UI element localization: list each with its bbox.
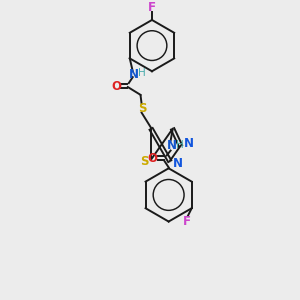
Text: F: F [148, 1, 156, 13]
Text: N: N [183, 137, 194, 150]
Text: N: N [167, 139, 177, 152]
Text: F: F [183, 214, 191, 228]
Text: H: H [176, 140, 183, 150]
Text: S: S [138, 102, 147, 115]
Text: N: N [129, 68, 139, 81]
Text: N: N [172, 157, 183, 170]
Text: H: H [138, 68, 146, 78]
Text: O: O [111, 80, 121, 92]
Text: O: O [148, 152, 158, 165]
Text: S: S [140, 155, 148, 168]
